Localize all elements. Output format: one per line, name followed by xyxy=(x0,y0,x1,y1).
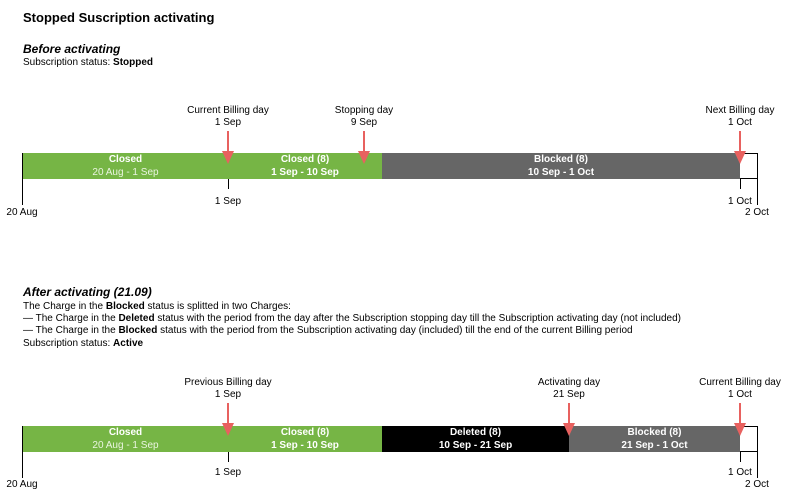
status-prefix: Subscription status: xyxy=(23,338,111,349)
marker-next-billing-day: Next Billing day 1 Oct xyxy=(706,105,775,129)
marker-current-billing-day: Current Billing day 1 Sep xyxy=(187,105,269,129)
axis-tick xyxy=(757,452,758,478)
segment-blocked-8: Blocked (8) 21 Sep - 1 Oct xyxy=(569,426,740,452)
segment-closed: Closed 20 Aug - 1 Sep xyxy=(23,153,228,179)
segment-closed-8: Closed (8) 1 Sep - 10 Sep xyxy=(228,426,382,452)
desc-text: status with the period from the Subscrip… xyxy=(160,325,633,336)
axis-tick xyxy=(228,179,229,189)
axis-label-end: 2 Oct xyxy=(745,207,769,218)
marker-label: Current Billing day xyxy=(699,377,781,388)
arrow-down-icon xyxy=(562,403,576,437)
segment-period: 20 Aug - 1 Sep xyxy=(92,440,159,451)
segment-closed: Closed 20 Aug - 1 Sep xyxy=(23,426,228,452)
marker-stopping-day: Stopping day 9 Sep xyxy=(335,105,393,129)
marker-previous-billing-day: Previous Billing day 1 Sep xyxy=(184,377,271,401)
segment-period: 10 Sep - 21 Sep xyxy=(438,440,513,451)
before-timeline: Current Billing day 1 Sep Stopping day 9… xyxy=(0,83,786,218)
axis-tick xyxy=(22,179,23,205)
marker-label: Activating day xyxy=(537,377,601,388)
desc-bold: Deleted xyxy=(118,313,155,324)
axis-tick xyxy=(22,452,23,478)
arrow-down-icon xyxy=(357,131,371,165)
axis-label-tick-2: 1 Oct xyxy=(728,467,752,478)
segment-period: 1 Sep - 10 Sep xyxy=(271,440,339,451)
desc-bold: Blocked xyxy=(118,325,158,336)
desc-text: — The Charge in the xyxy=(23,313,116,324)
status-value: Active xyxy=(113,338,144,349)
arrow-down-icon xyxy=(733,131,747,165)
segment-blocked-8: Blocked (8) 10 Sep - 1 Oct xyxy=(382,153,740,179)
segment-status: Closed (8) xyxy=(280,427,330,438)
segment-deleted-8: Deleted (8) 10 Sep - 21 Sep xyxy=(382,426,569,452)
axis-label-tick-1: 1 Sep xyxy=(214,196,242,207)
after-desc-1: The Charge in the Blocked status is spli… xyxy=(23,301,291,312)
desc-text: status is splitted in two Charges: xyxy=(147,301,291,312)
segment-status: Blocked (8) xyxy=(627,427,682,438)
after-desc-2: — The Charge in the Deleted status with … xyxy=(23,313,681,324)
marker-activating-day: Activating day 21 Sep xyxy=(538,377,600,401)
after-timeline: Previous Billing day 1 Sep Activating da… xyxy=(0,356,786,490)
desc-text: — The Charge in the xyxy=(23,325,116,336)
segment-status: Blocked (8) xyxy=(534,154,588,165)
arrow-down-icon xyxy=(221,131,235,165)
after-desc-3: — The Charge in the Blocked status with … xyxy=(23,325,633,336)
marker-label: Next Billing day xyxy=(705,105,775,116)
desc-bold: Blocked xyxy=(105,301,145,312)
segment-period: 1 Sep - 10 Sep xyxy=(271,167,339,178)
segment-status: Closed xyxy=(108,154,143,165)
arrow-down-icon xyxy=(733,403,747,437)
marker-date: 1 Oct xyxy=(728,389,752,400)
marker-date: 1 Sep xyxy=(214,117,242,128)
segment-status: Closed xyxy=(108,427,143,438)
marker-label: Current Billing day xyxy=(187,105,269,116)
axis-label-tick-1: 1 Sep xyxy=(214,467,242,478)
marker-date: 1 Oct xyxy=(728,117,752,128)
arrow-down-icon xyxy=(221,403,235,437)
axis-tick xyxy=(740,452,741,462)
segment-period: 21 Sep - 1 Oct xyxy=(621,440,688,451)
status-prefix: Subscription status: xyxy=(23,57,111,68)
marker-date: 1 Sep xyxy=(214,389,242,400)
before-heading: Before activating xyxy=(23,42,121,56)
desc-text: The Charge in the xyxy=(23,301,104,312)
axis-label-end: 2 Oct xyxy=(745,479,769,490)
axis-label-start: 20 Aug xyxy=(6,207,38,218)
status-value: Stopped xyxy=(113,57,154,68)
segment-period: 10 Sep - 1 Oct xyxy=(527,167,595,178)
after-status-line: Subscription status: Active xyxy=(23,338,143,349)
desc-text: status with the period from the day afte… xyxy=(157,313,681,324)
marker-current-billing-day: Current Billing day 1 Oct xyxy=(699,377,781,401)
marker-label: Stopping day xyxy=(334,105,394,116)
axis-label-start: 20 Aug xyxy=(6,479,38,490)
marker-label: Previous Billing day xyxy=(184,377,272,388)
segment-period: 20 Aug - 1 Sep xyxy=(92,167,159,178)
after-heading: After activating (21.09) xyxy=(23,285,152,299)
diagram-title: Stopped Suscription activating xyxy=(23,10,215,25)
axis-tick xyxy=(740,179,741,189)
axis-label-tick-2: 1 Oct xyxy=(728,196,752,207)
segment-status: Closed (8) xyxy=(280,154,330,165)
segment-closed-8: Closed (8) 1 Sep - 10 Sep xyxy=(228,153,382,179)
marker-date: 9 Sep xyxy=(350,117,378,128)
segment-status: Deleted (8) xyxy=(449,427,502,438)
axis-tick xyxy=(757,179,758,205)
before-status-line: Subscription status: Stopped xyxy=(23,57,153,68)
axis-tick xyxy=(228,452,229,462)
marker-date: 21 Sep xyxy=(553,389,585,400)
